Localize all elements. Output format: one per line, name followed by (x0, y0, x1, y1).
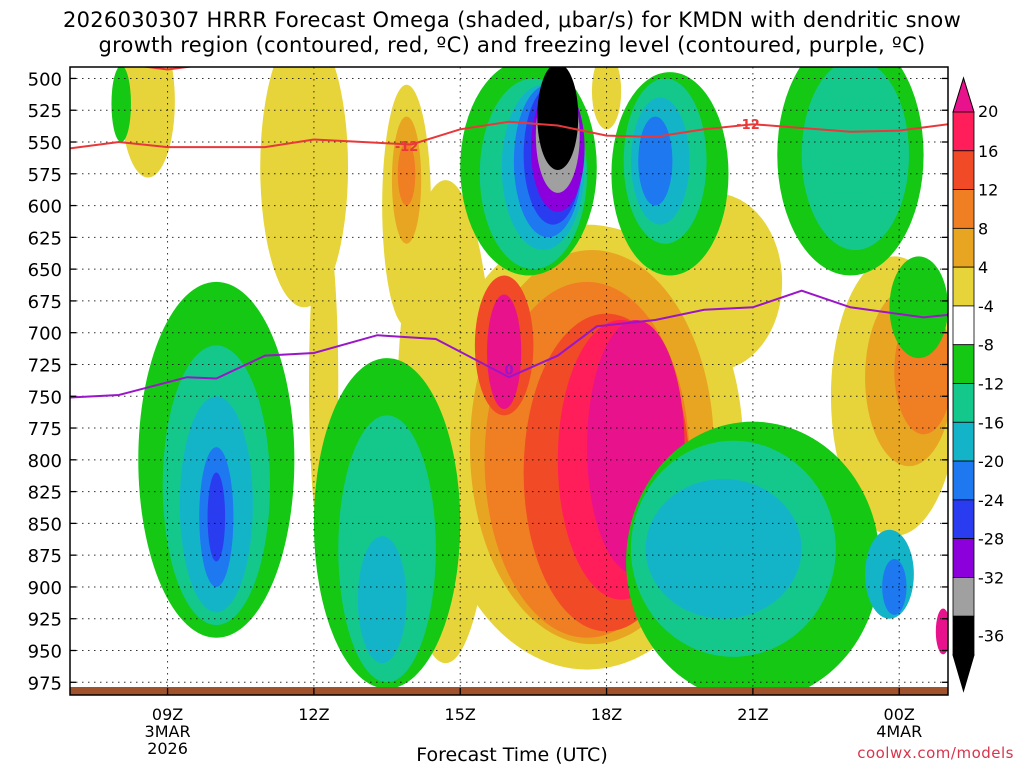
colorbar-segment (952, 499, 975, 540)
colorbar-segment (952, 305, 975, 346)
x-tick-label: 15Z (445, 705, 476, 724)
chart-title-line1: 2026030307 HRRR Forecast Omega (shaded, … (62, 8, 962, 32)
colorbar-top-arrow (952, 76, 975, 113)
y-tick-label: 625 (28, 228, 62, 249)
y-tick-label: 650 (28, 260, 62, 281)
omega-field-45 (207, 472, 226, 562)
contour-lines: -12 -12 0 (70, 67, 948, 399)
colorbar-label: -20 (978, 452, 1004, 471)
y-tick-label: 750 (28, 387, 62, 408)
x-tick-year: 2026 (147, 739, 188, 758)
y-tick-label: 800 (28, 451, 62, 472)
omega-field-28 (889, 256, 948, 359)
colorbar-label: -16 (978, 413, 1004, 432)
x-tick-label: 12Z (298, 705, 329, 724)
colorbar-label: 16 (978, 142, 998, 161)
dgz-lower-contour (70, 120, 948, 150)
colorbar-segment (952, 150, 975, 190)
omega-field-1 (260, 67, 349, 308)
colorbar-segment (952, 383, 975, 423)
dgz-lower-label: -12 (736, 118, 760, 133)
colorbar-segment (952, 111, 975, 152)
y-tick-label: 850 (28, 514, 62, 535)
y-tick-label: 700 (28, 324, 62, 345)
x-tick-date: 4MAR (876, 722, 922, 741)
dgz-lower-label: -12 (395, 140, 419, 155)
colorbar-label: 8 (978, 219, 988, 238)
freezing-level-contour (70, 289, 948, 399)
y-tick-label: 875 (28, 546, 62, 567)
colorbar-segment (952, 460, 975, 501)
y-tick-label: 675 (28, 292, 62, 313)
y-tick-label: 600 (28, 197, 62, 218)
omega-field-43 (638, 116, 673, 206)
dgz-upper-contour (140, 67, 195, 71)
colorbar-label: 12 (978, 181, 998, 200)
x-tick-label: 00Z (884, 705, 915, 724)
colorbar-segment (952, 421, 975, 462)
colorbar-label: -12 (978, 375, 1004, 394)
y-tick-label: 500 (28, 69, 62, 90)
colorbar-label: 20 (978, 102, 998, 121)
x-axis-title: Forecast Time (UTC) (416, 744, 608, 766)
y-tick-label: 975 (28, 673, 62, 694)
y-tick-label: 550 (28, 133, 62, 154)
omega-field-49 (537, 67, 579, 170)
chart-title-line2: growth region (contoured, red, ºC) and f… (98, 33, 926, 57)
colorbar-segment (952, 577, 975, 617)
y-tick-label: 950 (28, 642, 62, 663)
omega-shaded-field (111, 67, 948, 695)
colorbar-label: -36 (978, 627, 1004, 646)
colorbar-label: -32 (978, 568, 1004, 587)
colorbar-label: -28 (978, 530, 1004, 549)
colorbar-segment (952, 538, 975, 578)
y-tick-label: 775 (28, 419, 62, 440)
colorbar-label: -4 (978, 297, 994, 316)
omega-field-44 (882, 558, 907, 615)
grid-lines (70, 67, 948, 695)
colorbar-segment (952, 615, 975, 656)
colorbar-segment (952, 189, 975, 229)
omega-field-34 (801, 67, 909, 251)
omega-field-21 (111, 67, 131, 142)
omega-field-20 (935, 608, 948, 655)
colorbar: 20 16 12 8 4 -4 -8 -12 -16 -20 -24 -28 -32 -36 (952, 76, 1004, 693)
credit-text: coolwx.com/models (857, 744, 1014, 762)
colorbar-segment (952, 266, 975, 307)
omega-field-19 (487, 294, 522, 409)
x-tick-label: 18Z (591, 705, 622, 724)
omega-field-36 (357, 536, 407, 664)
y-tick-label: 575 (28, 165, 62, 186)
plot-frame (69, 66, 949, 696)
y-tick-label: 925 (28, 610, 62, 631)
omega-field-0 (121, 67, 175, 178)
y-tick-label: 825 (28, 483, 62, 504)
x-tick-label: 09Z (152, 705, 183, 724)
y-axis: 500 525 550 575 600 625 650 675 700 725 750 775 800 8… (28, 69, 948, 694)
colorbar-segment (952, 227, 975, 268)
colorbar-segment (952, 344, 975, 384)
x-tick-date: 3MAR (145, 722, 191, 741)
ground-surface (70, 687, 948, 695)
x-tick-label: 21Z (737, 705, 768, 724)
y-tick-label: 725 (28, 355, 62, 376)
colorbar-label: -24 (978, 491, 1004, 510)
y-tick-label: 525 (28, 101, 62, 122)
colorbar-bottom-arrow (952, 654, 975, 693)
y-tick-label: 900 (28, 578, 62, 599)
omega-field-39 (645, 478, 802, 619)
colorbar-label: -8 (978, 336, 994, 355)
colorbar-label: 4 (978, 258, 988, 277)
freezing-level-label: 0 (504, 364, 513, 379)
